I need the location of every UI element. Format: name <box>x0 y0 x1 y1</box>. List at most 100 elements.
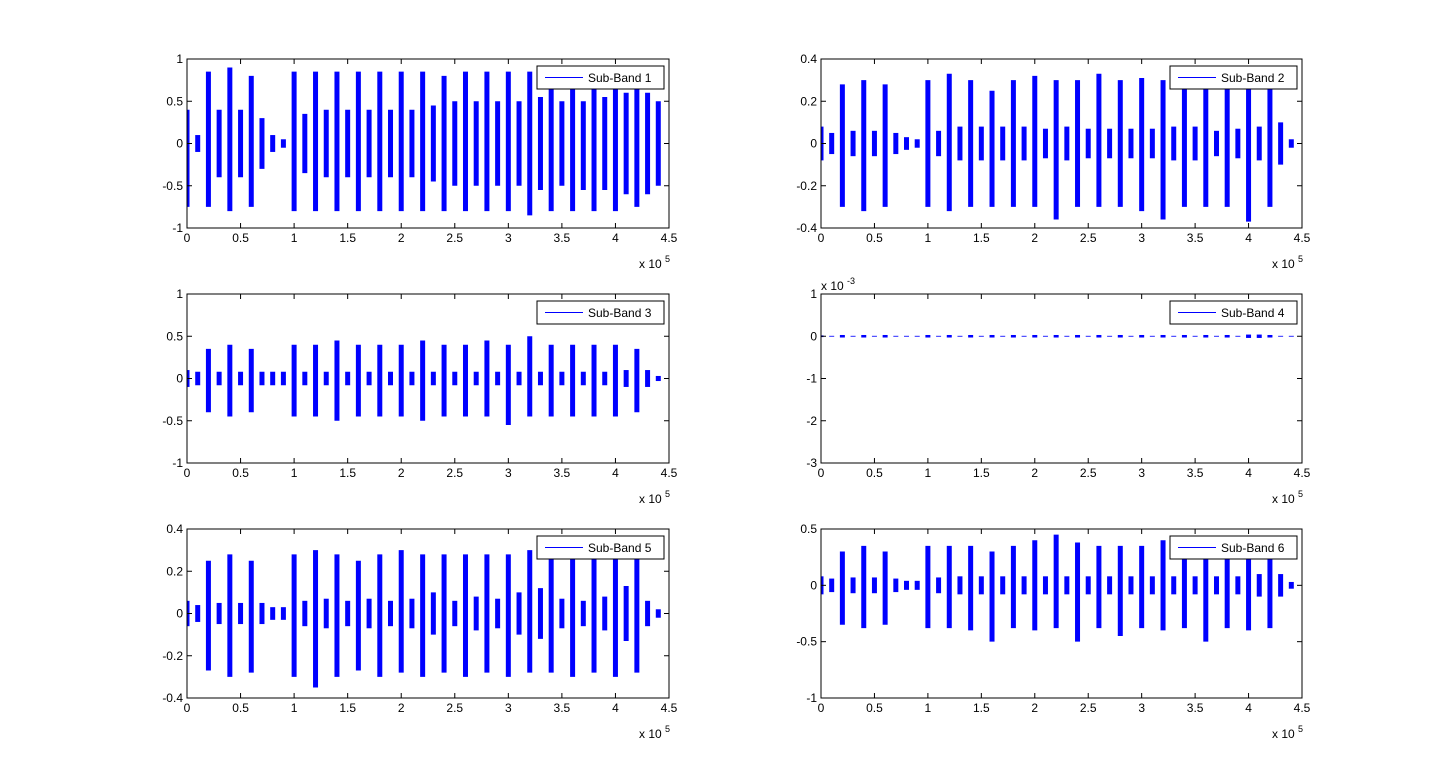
x-tick-label: 3 <box>505 231 512 245</box>
y-tick-label: -0.5 <box>796 635 817 649</box>
x-tick-label: 0.5 <box>232 231 249 245</box>
x-tick-label: 1.5 <box>339 701 356 715</box>
x-tick-label: 0 <box>184 701 191 715</box>
x-tick-label: 2 <box>1031 701 1038 715</box>
y-tick-label: 1 <box>810 287 817 301</box>
legend-label: Sub-Band 2 <box>1221 71 1285 85</box>
x-tick-label: 2.5 <box>1080 466 1097 480</box>
y-tick-label: 1 <box>176 52 183 66</box>
y-tick-label: -1 <box>172 221 183 235</box>
x-tick-label: 4 <box>612 466 619 480</box>
y-tick-label: -0.4 <box>162 691 183 705</box>
y-tick-label: -0.2 <box>796 179 817 193</box>
x-tick-label: 4.5 <box>1294 701 1311 715</box>
x-tick-label: 1 <box>291 231 298 245</box>
x-multiplier-exponent: 5 <box>1298 254 1303 264</box>
x-tick-label: 0 <box>184 231 191 245</box>
y-tick-label: 0 <box>176 137 183 151</box>
x-tick-label: 4 <box>612 231 619 245</box>
x-multiplier-exponent: 5 <box>665 489 670 499</box>
x-tick-label: 1.5 <box>973 701 990 715</box>
x-tick-label: 1.5 <box>339 231 356 245</box>
x-tick-label: 1 <box>925 701 932 715</box>
x-multiplier: x 10 <box>639 257 662 271</box>
x-tick-label: 4 <box>612 701 619 715</box>
x-tick-label: 0.5 <box>232 466 249 480</box>
x-tick-label: 2.5 <box>446 701 463 715</box>
y-tick-label: 0.2 <box>166 564 183 578</box>
x-tick-label: 3 <box>1138 466 1145 480</box>
y-tick-label: -1 <box>806 372 817 386</box>
legend-label: Sub-Band 3 <box>588 306 652 320</box>
y-tick-label: -3 <box>806 456 817 470</box>
x-tick-label: 4.5 <box>661 701 678 715</box>
plot-area <box>187 336 661 425</box>
plot-area <box>187 67 661 216</box>
x-tick-label: 4.5 <box>661 466 678 480</box>
y-multiplier-exponent: -3 <box>847 276 855 286</box>
legend-label: Sub-Band 5 <box>588 541 652 555</box>
x-tick-label: 1.5 <box>339 466 356 480</box>
y-tick-label: -1 <box>172 456 183 470</box>
x-tick-label: 0 <box>818 701 825 715</box>
axes-frame <box>820 528 1303 699</box>
y-tick-label: -0.4 <box>796 221 817 235</box>
y-tick-label: 0 <box>810 329 817 343</box>
legend-box <box>1169 300 1298 325</box>
x-tick-label: 2 <box>398 231 405 245</box>
y-multiplier: x 10 <box>821 279 844 293</box>
x-tick-label: 3.5 <box>1187 701 1204 715</box>
legend-label: Sub-Band 1 <box>588 71 652 85</box>
y-tick-label: 1 <box>176 287 183 301</box>
x-tick-label: 0.5 <box>866 466 883 480</box>
x-tick-label: 4 <box>1245 701 1252 715</box>
x-tick-label: 4 <box>1245 466 1252 480</box>
legend-box <box>536 535 665 560</box>
x-tick-label: 0 <box>818 231 825 245</box>
x-tick-label: 1 <box>925 231 932 245</box>
plot-area <box>821 73 1294 222</box>
x-tick-label: 0 <box>818 466 825 480</box>
x-multiplier: x 10 <box>639 492 662 506</box>
x-tick-label: 4.5 <box>1294 466 1311 480</box>
y-tick-label: -2 <box>806 414 817 428</box>
x-multiplier: x 10 <box>1272 727 1295 741</box>
y-tick-label: -0.5 <box>162 179 183 193</box>
plot-area <box>187 550 661 688</box>
x-tick-label: 3 <box>505 466 512 480</box>
x-tick-label: 2.5 <box>1080 231 1097 245</box>
legend-label: Sub-Band 6 <box>1221 541 1285 555</box>
x-tick-label: 3.5 <box>1187 231 1204 245</box>
x-multiplier: x 10 <box>639 727 662 741</box>
x-tick-label: 3.5 <box>554 231 571 245</box>
plot-area <box>821 334 1294 338</box>
y-tick-label: 0.5 <box>800 522 817 536</box>
x-tick-label: 2 <box>398 701 405 715</box>
y-tick-label: 0.5 <box>166 94 183 108</box>
y-tick-label: 0.2 <box>800 94 817 108</box>
x-tick-label: 2.5 <box>446 466 463 480</box>
x-tick-label: 1.5 <box>973 231 990 245</box>
legend-box <box>1169 65 1298 90</box>
x-multiplier: x 10 <box>1272 257 1295 271</box>
legend-box <box>536 65 665 90</box>
x-tick-label: 3.5 <box>1187 466 1204 480</box>
x-tick-label: 1.5 <box>973 466 990 480</box>
x-tick-label: 1 <box>925 466 932 480</box>
x-tick-label: 3 <box>505 701 512 715</box>
x-tick-label: 1 <box>291 701 298 715</box>
x-tick-label: 2 <box>1031 466 1038 480</box>
x-tick-label: 3 <box>1138 701 1145 715</box>
legend-label: Sub-Band 4 <box>1221 306 1285 320</box>
x-tick-label: 2 <box>398 466 405 480</box>
x-tick-label: 4 <box>1245 231 1252 245</box>
y-tick-label: 0.4 <box>800 52 817 66</box>
x-tick-label: 0.5 <box>232 701 249 715</box>
y-tick-label: -1 <box>806 691 817 705</box>
x-tick-label: 1 <box>291 466 298 480</box>
y-tick-label: 0 <box>810 578 817 592</box>
y-tick-label: 0 <box>810 137 817 151</box>
x-multiplier-exponent: 5 <box>665 254 670 264</box>
